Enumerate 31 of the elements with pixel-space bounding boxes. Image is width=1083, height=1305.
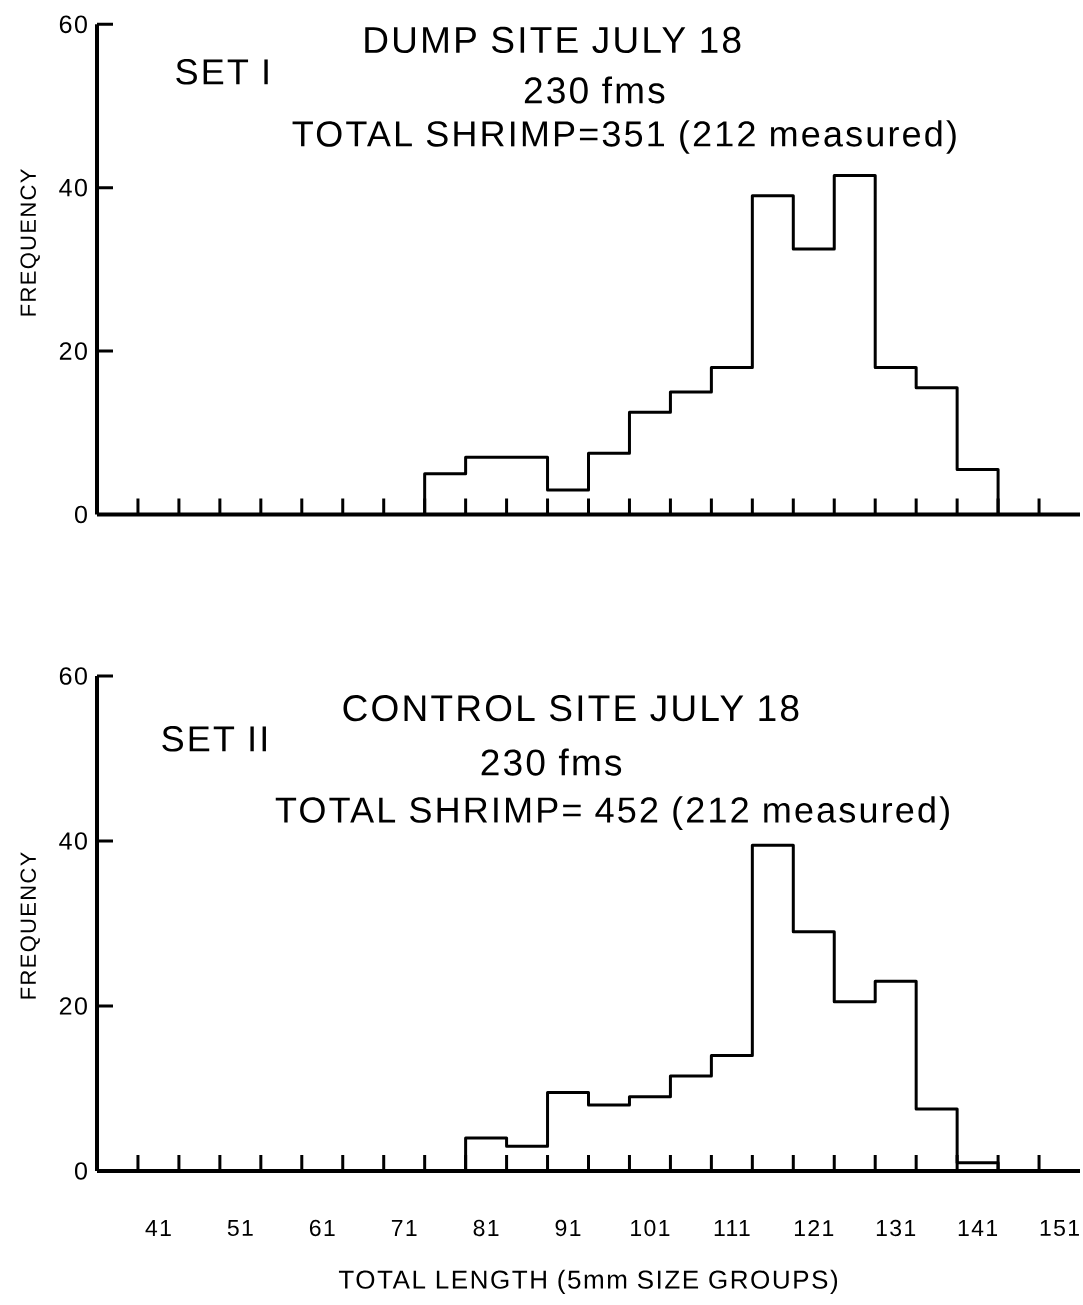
x-tick-label: 111 xyxy=(714,1220,750,1236)
x-tick-label: 101 xyxy=(631,1219,670,1237)
x-tick-label: 61 xyxy=(309,1219,335,1237)
annotation: SET II xyxy=(162,726,266,752)
y-tick-label: 60 xyxy=(59,15,87,34)
x-tick-label: 121 xyxy=(794,1219,834,1237)
y-tick-label: 0 xyxy=(75,505,87,524)
y-axis-title: FREQUENCY xyxy=(20,852,40,999)
annotation: SET I xyxy=(176,59,268,85)
y-tick-label: 40 xyxy=(59,832,87,850)
y-tick-label: 0 xyxy=(75,1162,87,1180)
text: 230 fms xyxy=(481,748,622,776)
y-tick-label: 40 xyxy=(59,178,87,197)
annotation: TOTAL SHRIMP= 452 (212 measured) xyxy=(275,796,949,830)
x-tick-label: 41 xyxy=(145,1220,171,1236)
y-axis-title: FREQUENCY xyxy=(20,169,40,316)
y-tick-label: 20 xyxy=(59,342,87,360)
chart-title: CONTROL SITE JULY 18 xyxy=(343,695,799,722)
y-tick-label: 60 xyxy=(59,667,87,685)
x-tick-label: 141 xyxy=(958,1220,998,1236)
x-tick-label: 81 xyxy=(473,1219,499,1237)
x-tick-label: 131 xyxy=(876,1219,916,1237)
chart-title: DUMP SITE JULY 18 xyxy=(365,26,741,54)
x-tick-label: 151 xyxy=(1040,1219,1079,1237)
x-tick-label: 91 xyxy=(555,1219,581,1237)
text: 230 fms xyxy=(524,76,665,104)
x-axis-title: TOTAL LENGTH (5mm SIZE GROUPS) xyxy=(338,1269,838,1294)
annotation: TOTAL SHRIMP=351 (212 measured) xyxy=(292,120,956,154)
x-tick-label: 51 xyxy=(227,1219,253,1237)
y-tick-label: 20 xyxy=(59,997,87,1015)
x-tick-label: 71 xyxy=(391,1220,417,1236)
